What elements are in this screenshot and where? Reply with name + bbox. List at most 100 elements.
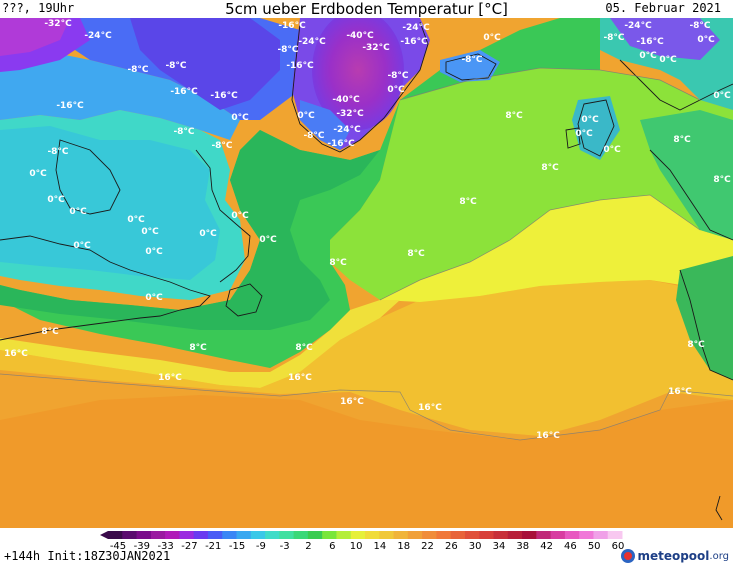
legend-swatch xyxy=(150,531,166,539)
orange-zone-south xyxy=(0,395,733,528)
green-contour-band xyxy=(0,130,380,330)
footer-bar: -45 -39 -33 -27 -21 -15 -9 -3 2 6 10 14 18 22 26 30 34 38… xyxy=(0,528,733,566)
temp-label: 16°C xyxy=(288,373,312,383)
magenta-zone xyxy=(0,18,70,56)
legend-swatch xyxy=(236,531,252,539)
legend-swatch xyxy=(379,531,395,539)
temp-label: 0°C xyxy=(387,85,405,95)
legend-tick-label: -39 xyxy=(134,541,150,550)
greenland-rim xyxy=(300,100,350,150)
temp-label: 0°C xyxy=(199,229,217,239)
uk-coast xyxy=(577,99,615,157)
temp-label: 0°C xyxy=(47,195,65,205)
temp-label: -8°C xyxy=(211,141,232,151)
light-blue-zone xyxy=(0,50,240,140)
temp-label: 8°C xyxy=(541,163,559,173)
legend-swatch xyxy=(350,531,366,539)
temperature-labels: -32°C-24°C-16°C-24°C-8°C-16°C-40°C-32°C-… xyxy=(4,19,731,441)
legend-swatch xyxy=(450,531,466,539)
temp-label: -16°C xyxy=(286,61,314,71)
newfoundland-coast xyxy=(225,283,263,317)
temp-label: -16°C xyxy=(56,101,84,111)
legend-swatch xyxy=(307,531,323,539)
temp-label: -8°C xyxy=(47,147,68,157)
temp-label: 8°C xyxy=(459,197,477,207)
gold-band xyxy=(0,280,733,436)
legend-tick-label: 30 xyxy=(469,541,482,550)
legend-swatch xyxy=(250,531,266,539)
temp-label: 0°C xyxy=(145,293,163,303)
header-bar: ???, 19Uhr 5cm ueber Erdboden Temperatur… xyxy=(0,0,733,18)
temp-label: 0°C xyxy=(69,207,87,217)
temp-label: 8°C xyxy=(41,327,59,337)
temp-label: -40°C xyxy=(332,95,360,105)
legend-tick-label: 50 xyxy=(588,541,601,550)
isotherm-lines xyxy=(0,67,733,441)
legend-swatch xyxy=(436,531,452,539)
temp-label: 8°C xyxy=(713,175,731,185)
temp-label: 0°C xyxy=(259,235,277,245)
temp-label: 8°C xyxy=(407,249,425,259)
legend-swatch xyxy=(507,531,523,539)
legend-tick-label: 22 xyxy=(421,541,434,550)
legend-tick-label: 14 xyxy=(374,541,387,550)
legend-swatch xyxy=(108,531,123,539)
brand-logo[interactable]: meteopool .org xyxy=(621,547,729,565)
legend-tick-label: 10 xyxy=(350,541,363,550)
legend-swatch xyxy=(136,531,152,539)
temp-label: 0°C xyxy=(659,55,677,65)
legend-swatch xyxy=(407,531,423,539)
temp-label: -24°C xyxy=(333,125,361,135)
temp-label: -24°C xyxy=(84,31,112,41)
temp-label: -8°C xyxy=(387,71,408,81)
legend-tick-label: 60 xyxy=(612,541,625,550)
legend-swatch xyxy=(493,531,509,539)
legend-swatch xyxy=(522,531,537,539)
model-run-label: +144h Init:18Z30JAN2021 xyxy=(4,549,171,563)
temp-label: 0°C xyxy=(297,111,315,121)
temp-label: 0°C xyxy=(127,215,145,225)
hudson-coast xyxy=(55,139,121,215)
iberia-coast xyxy=(679,269,733,381)
temp-label: 16°C xyxy=(668,387,692,397)
isotherm-0c xyxy=(399,67,701,101)
legend-swatch xyxy=(193,531,209,539)
meteopool-logo-icon xyxy=(621,549,636,563)
indigo-zone xyxy=(130,18,280,110)
color-legend: -45 -39 -33 -27 -21 -15 -9 -3 2 6 10 14 18 22 26 30 34 38… xyxy=(100,531,625,550)
temp-label: -16°C xyxy=(327,139,355,149)
temp-label: 0°C xyxy=(73,241,91,251)
legend-min-arrow xyxy=(100,531,108,539)
legend-swatch xyxy=(207,531,223,539)
temp-label: 0°C xyxy=(603,145,621,155)
temp-label: 8°C xyxy=(687,340,705,350)
temp-label: -16°C xyxy=(636,37,664,47)
legend-tick-label: 38 xyxy=(516,541,529,550)
temp-label: 8°C xyxy=(673,135,691,145)
legend-tick-label: 26 xyxy=(445,541,458,550)
temperature-map: -32°C-24°C-16°C-24°C-8°C-16°C-40°C-32°C-… xyxy=(0,18,733,528)
temp-label: 8°C xyxy=(505,111,523,121)
ireland-coast xyxy=(565,127,581,149)
legend-swatch xyxy=(365,531,380,539)
light-green-zone xyxy=(330,68,733,300)
temp-label: 0°C xyxy=(145,247,163,257)
greenland-coast xyxy=(291,21,429,153)
legend-tick-label: -27 xyxy=(181,541,197,550)
yellow-orange-transition xyxy=(0,300,400,388)
temp-label: 0°C xyxy=(713,91,731,101)
temp-label: -32°C xyxy=(44,19,72,29)
temp-label: -8°C xyxy=(603,33,624,43)
legend-swatch xyxy=(579,531,594,539)
temp-label: 16°C xyxy=(418,403,442,413)
isotherm-8c xyxy=(379,194,701,301)
temp-label: 16°C xyxy=(340,397,364,407)
legend-ticks: -45 -39 -33 -27 -21 -15 -9 -3 2 6 10 14 18 22 26 30 34 38… xyxy=(110,541,625,550)
legend-tick-label: -3 xyxy=(280,541,290,550)
temp-label: 0°C xyxy=(575,129,593,139)
temp-label: 16°C xyxy=(536,431,560,441)
legend-swatch xyxy=(464,531,480,539)
temp-label: -8°C xyxy=(127,65,148,75)
temp-label: -24°C xyxy=(624,21,652,31)
